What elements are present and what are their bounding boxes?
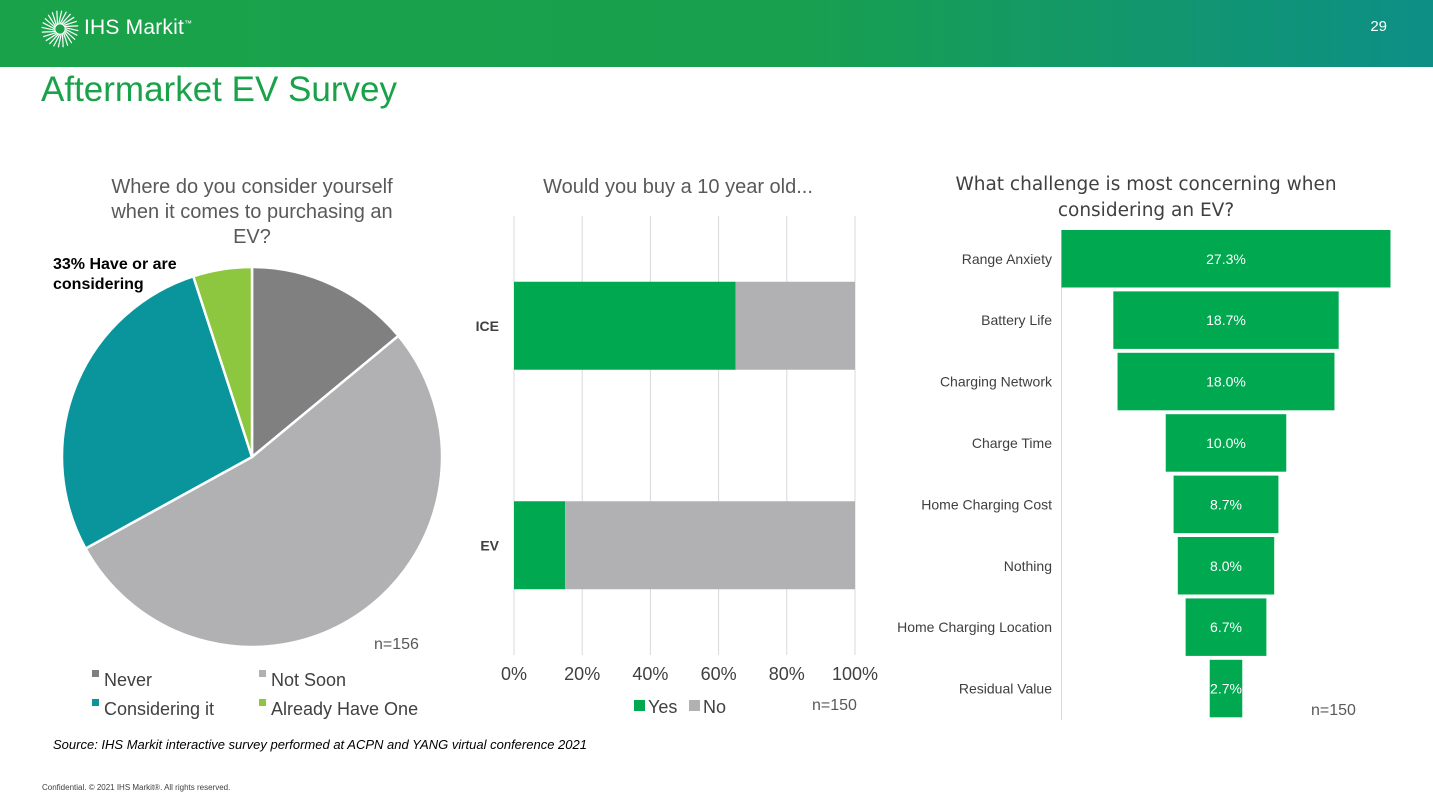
logo-ray <box>56 10 59 26</box>
pie-legend-label: Not Soon <box>271 670 346 690</box>
logo-ray <box>64 28 78 36</box>
logo-ray <box>43 31 58 38</box>
logo-ray <box>45 32 59 42</box>
funnel-category-label: Residual Value <box>959 681 1052 697</box>
bar-category-label: EV <box>480 537 499 553</box>
pie-legend-swatch <box>259 699 266 706</box>
logo-text: IHS Markit™ <box>84 16 193 39</box>
logo-ray <box>60 13 71 25</box>
logo-ray <box>61 16 75 26</box>
funnel-value-label: 18.0% <box>1206 374 1246 390</box>
funnel-value-label: 27.3% <box>1206 251 1246 267</box>
bar-sample-size: n=150 <box>812 697 857 714</box>
pie-legend-label: Already Have One <box>271 699 418 719</box>
logo-ray <box>41 26 56 31</box>
bar-legend-swatch <box>634 700 645 711</box>
logo-ray <box>42 22 56 30</box>
funnel-value-label: 8.7% <box>1210 496 1242 512</box>
funnel-bar <box>1177 537 1275 595</box>
pie-legend-label: Never <box>104 670 152 690</box>
funnel-bar <box>1117 352 1335 411</box>
bar-category-label: ICE <box>476 318 499 334</box>
bar-legend-swatch <box>689 700 700 711</box>
pie-slice-never <box>250 265 401 460</box>
bar-x-tick-label: 20% <box>564 664 600 684</box>
logo-ray <box>47 14 57 28</box>
funnel-title-line: What challenge is most concerning when <box>955 174 1336 195</box>
funnel-sample-size: n=150 <box>1311 702 1356 719</box>
pie-annotation: 33% Have or are considering <box>53 256 177 293</box>
funnel-value-label: 2.7% <box>1210 681 1242 697</box>
header-bar: IHS Markit™ 29 <box>0 0 1433 67</box>
funnel-category-label: Nothing <box>1004 558 1052 574</box>
logo-ray <box>64 27 79 32</box>
logo-ray <box>58 10 63 25</box>
logo-ray <box>53 33 61 47</box>
funnel-category-label: Range Anxiety <box>962 251 1052 267</box>
bar-x-tick-label: 0% <box>501 664 527 684</box>
bar-x-tick-label: 40% <box>632 664 668 684</box>
bar-ice-no <box>735 281 855 370</box>
ihs-starburst-logo-icon <box>41 10 79 48</box>
bar-legend-label: No <box>703 697 726 717</box>
bar-x-tick-label: 60% <box>701 664 737 684</box>
funnel-category-label: Home Charging Cost <box>921 496 1052 512</box>
logo-ray <box>41 30 57 33</box>
funnel-title-line: considering an EV? <box>1058 200 1234 221</box>
pie-slice-already-have-one <box>191 265 254 458</box>
bar-x-tick-label: 100% <box>832 664 878 684</box>
pie-sample-size: n=156 <box>374 636 419 653</box>
pie-legend-label: Considering it <box>104 699 214 719</box>
page-title: Aftermarket EV Survey <box>41 70 397 109</box>
bar-legend-label: Yes <box>648 697 677 717</box>
logo-ray <box>44 18 56 29</box>
confidential-footer: Confidential. © 2021 IHS Markit®. All ri… <box>42 783 231 792</box>
pie-slice-considering-it <box>60 274 254 551</box>
logo-ray <box>62 20 77 27</box>
funnel-bar <box>1173 475 1279 534</box>
funnel-category-label: Charge Time <box>972 435 1052 451</box>
bar-ice-yes <box>514 281 736 370</box>
funnel-bar <box>1061 230 1391 288</box>
logo-ray <box>63 25 79 28</box>
pie-legend-swatch <box>92 670 99 677</box>
pie-title-line: EV? <box>233 226 271 248</box>
logo-ray <box>49 33 60 45</box>
logo-ray <box>62 31 69 46</box>
pie-legend-swatch <box>92 699 99 706</box>
funnel-category-label: Battery Life <box>981 312 1052 328</box>
funnel-value-label: 8.0% <box>1210 558 1242 574</box>
logo-ray <box>64 29 76 40</box>
page-number: 29 <box>1370 18 1387 35</box>
pie-title-line: when it comes to purchasing an <box>110 201 392 223</box>
source-note: Source: IHS Markit interactive survey pe… <box>53 737 587 752</box>
logo-ray <box>61 32 64 48</box>
funnel-value-label: 18.7% <box>1206 312 1246 328</box>
funnel-category-label: Charging Network <box>940 374 1053 390</box>
logo-ray <box>59 11 67 25</box>
funnel-bar <box>1165 414 1287 472</box>
funnel-category-label: Home Charging Location <box>897 619 1052 635</box>
funnel-bar <box>1113 291 1339 349</box>
pie-title-line: Where do you consider yourself <box>111 176 393 198</box>
pie-slice-not-soon <box>83 334 444 649</box>
pie-legend-swatch <box>259 670 266 677</box>
funnel-value-label: 10.0% <box>1206 435 1246 451</box>
funnel-bar <box>1185 598 1267 656</box>
bar-title: Would you buy a 10 year old... <box>543 176 813 198</box>
logo-ray <box>63 30 73 44</box>
bar-x-tick-label: 80% <box>769 664 805 684</box>
bar-ev-no <box>565 501 855 590</box>
bar-ev-yes <box>514 501 566 590</box>
funnel-value-label: 6.7% <box>1210 619 1242 635</box>
funnel-bar <box>1209 659 1243 718</box>
logo-ray <box>57 33 62 48</box>
logo-ray <box>51 12 58 27</box>
